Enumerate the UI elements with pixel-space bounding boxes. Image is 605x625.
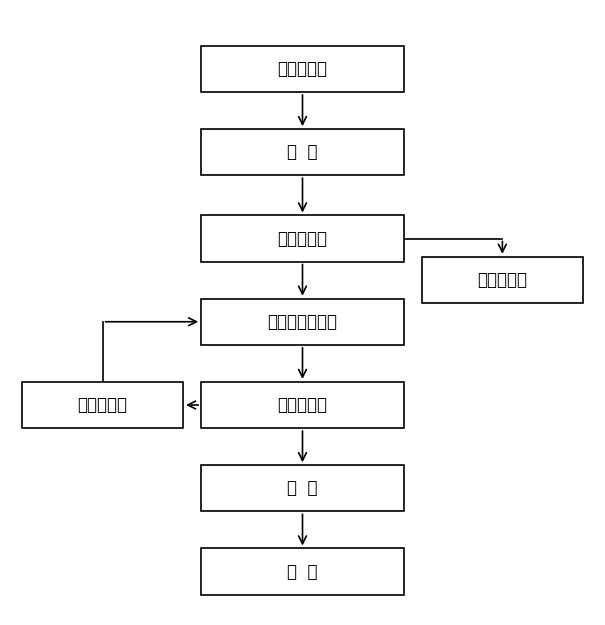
Bar bbox=[201, 216, 404, 262]
Bar bbox=[22, 382, 183, 428]
Bar bbox=[201, 548, 404, 594]
Text: 猪小肠粘膜: 猪小肠粘膜 bbox=[278, 60, 327, 78]
Bar bbox=[201, 382, 404, 428]
Text: 陶瓷膜过滤: 陶瓷膜过滤 bbox=[278, 229, 327, 248]
Text: 纳滤膜浓缩: 纳滤膜浓缩 bbox=[278, 396, 327, 414]
Bar bbox=[201, 299, 404, 345]
Bar bbox=[201, 129, 404, 175]
Text: 离子交换柱层析: 离子交换柱层析 bbox=[267, 312, 338, 331]
Bar bbox=[201, 465, 404, 511]
Text: 干  燥: 干 燥 bbox=[287, 562, 318, 581]
Bar bbox=[201, 46, 404, 92]
Text: 醇  沉: 醇 沉 bbox=[287, 479, 318, 498]
Text: 滤出物蛋白: 滤出物蛋白 bbox=[477, 271, 528, 289]
Text: 酶  解: 酶 解 bbox=[287, 143, 318, 161]
Text: 氯化钠滤液: 氯化钠滤液 bbox=[77, 396, 128, 414]
Bar bbox=[422, 257, 583, 303]
